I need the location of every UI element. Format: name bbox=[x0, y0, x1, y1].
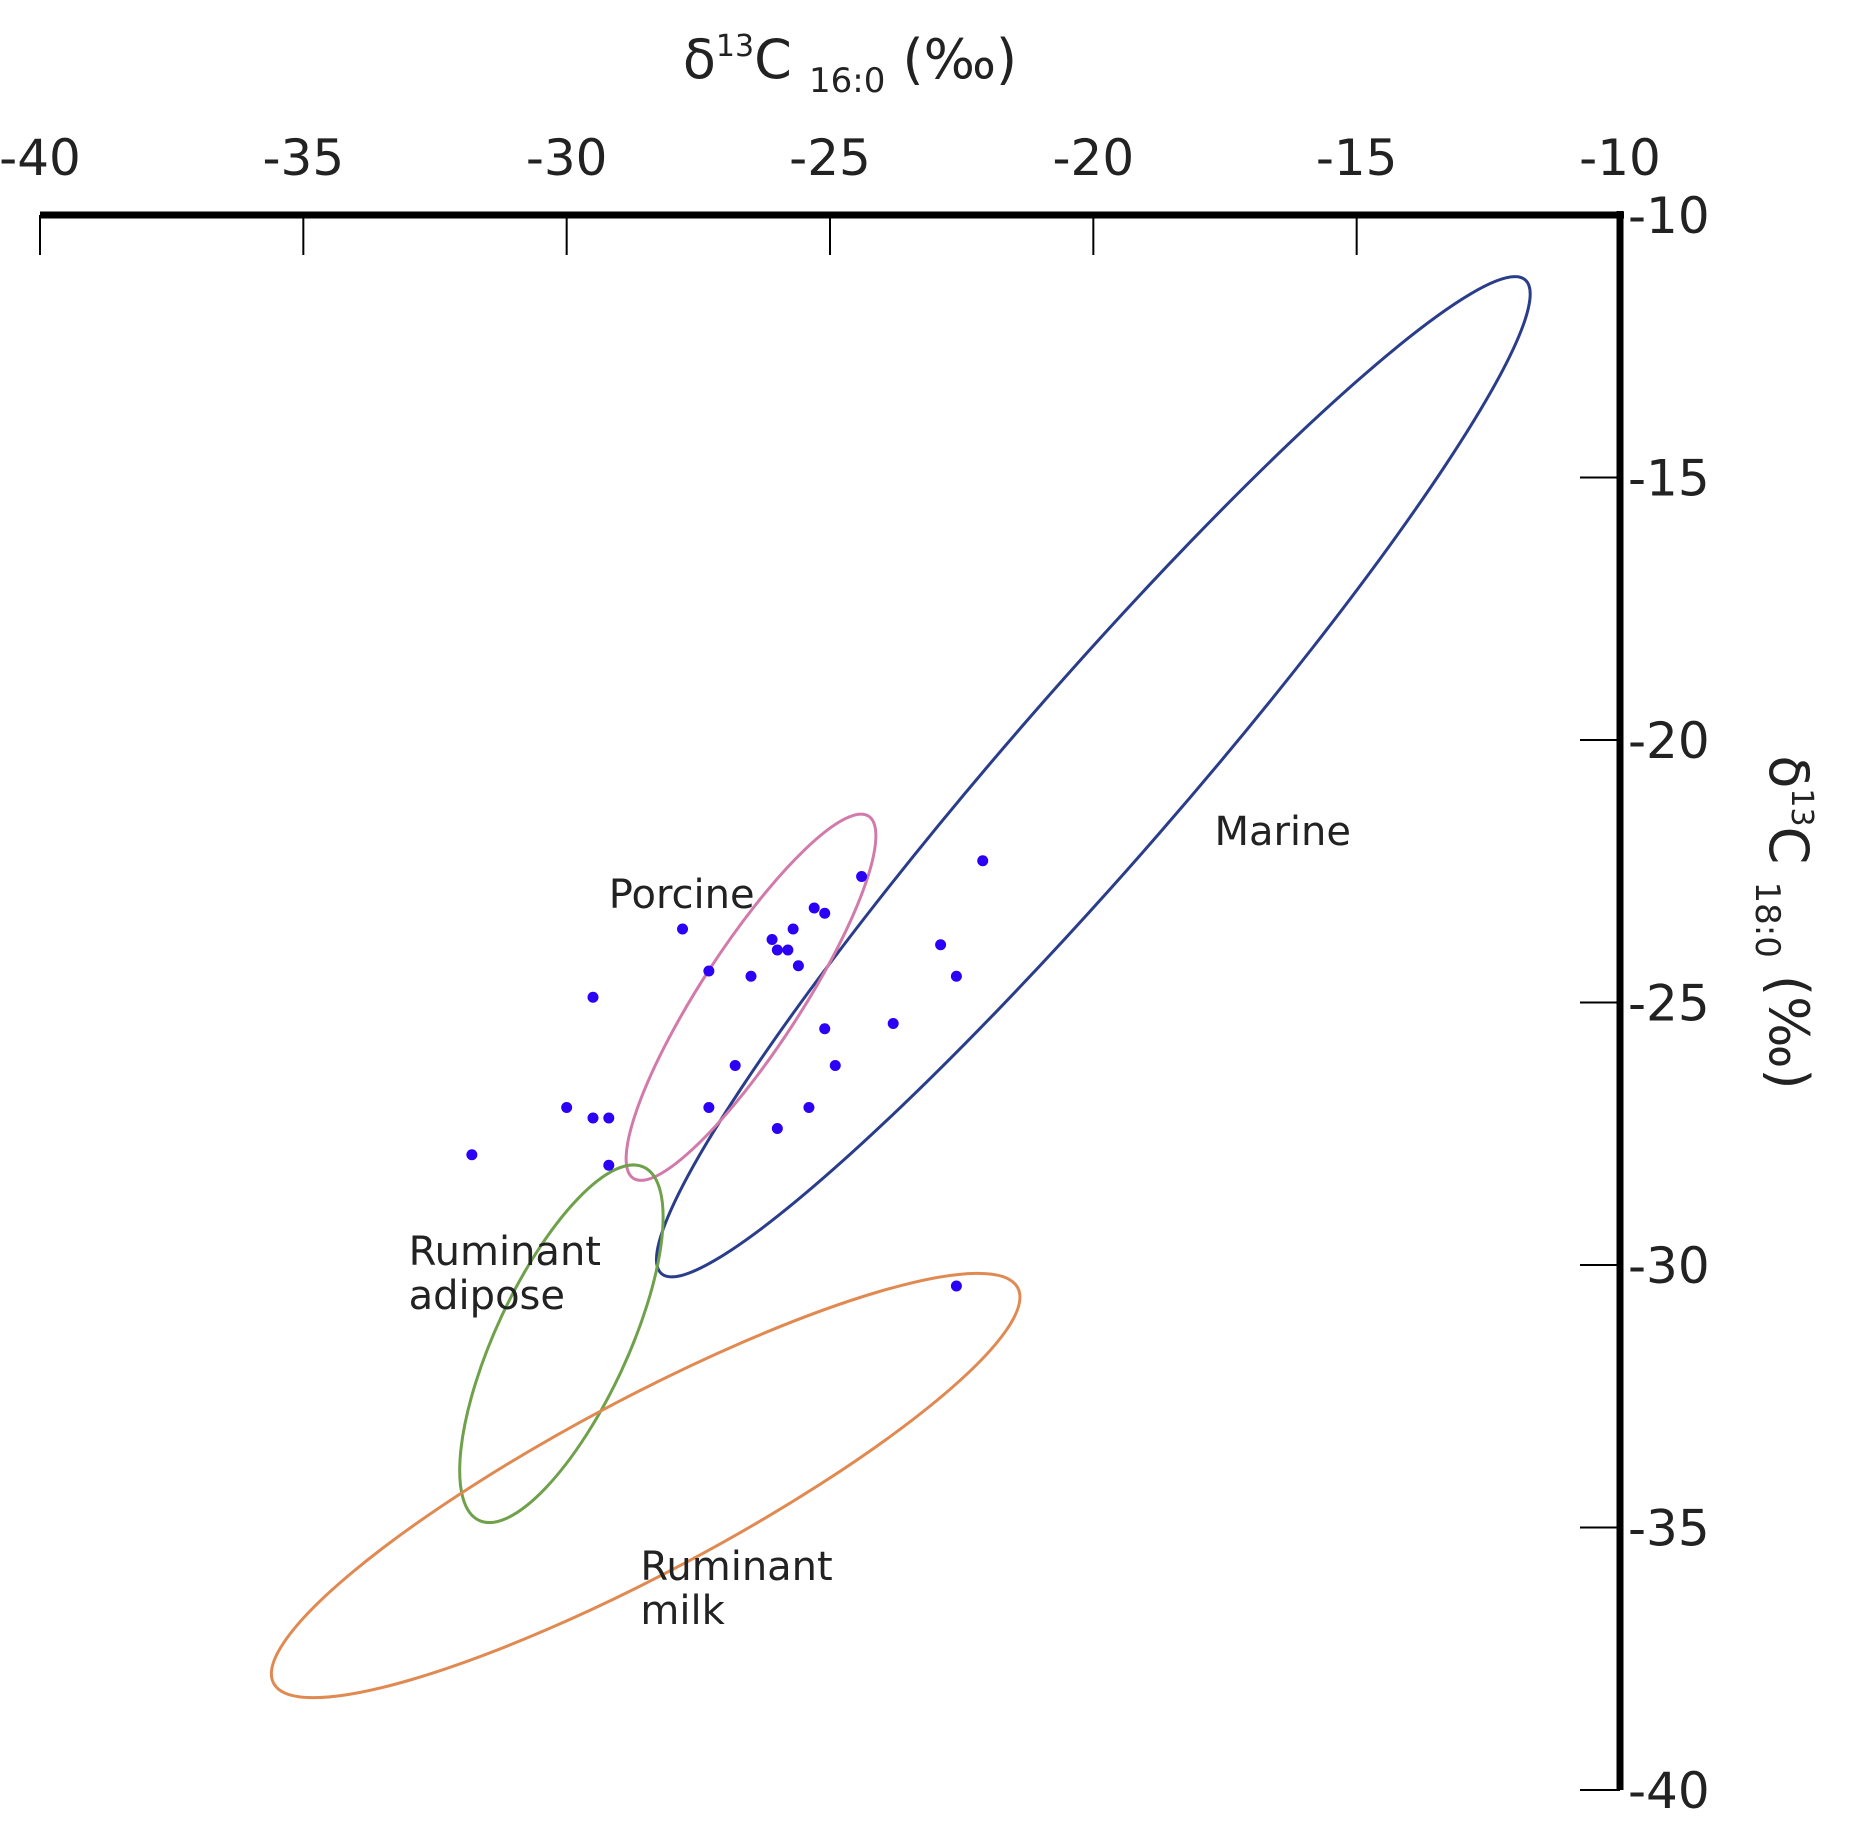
ruminant-adipose-ellipse bbox=[458, 1163, 665, 1525]
data-point bbox=[745, 970, 757, 982]
x-tick-label: -40 bbox=[0, 129, 81, 187]
y-tick-label: -35 bbox=[1628, 1500, 1710, 1558]
data-point bbox=[782, 944, 794, 956]
y-tick-label: -15 bbox=[1628, 450, 1710, 508]
data-point bbox=[808, 902, 820, 914]
x-tick-label: -10 bbox=[1579, 129, 1661, 187]
y-axis-title: δ13C 18:0 (‰) bbox=[1747, 755, 1820, 1089]
data-point bbox=[829, 1060, 841, 1071]
data-point bbox=[819, 907, 831, 919]
data-point bbox=[703, 1102, 715, 1113]
data-point bbox=[771, 944, 783, 956]
data-point bbox=[603, 1112, 615, 1124]
data-point bbox=[587, 991, 599, 1003]
data-point bbox=[766, 934, 778, 945]
y-tick-label: -10 bbox=[1628, 187, 1710, 245]
ruminant-milk-label: Ruminant milk bbox=[640, 1544, 832, 1634]
x-tick-label: -20 bbox=[1052, 129, 1134, 187]
data-point bbox=[950, 1280, 962, 1292]
data-point bbox=[856, 871, 868, 882]
marine-label: Marine bbox=[1214, 809, 1351, 855]
data-point bbox=[677, 923, 689, 935]
data-point bbox=[950, 970, 962, 982]
data-point bbox=[977, 855, 989, 867]
y-axis-ticks: -10 -15 -20 -25 -30 -35 -40 bbox=[1580, 187, 1710, 1820]
data-point bbox=[819, 1023, 831, 1035]
data-point bbox=[771, 1123, 783, 1134]
data-point bbox=[887, 1018, 899, 1029]
data-point bbox=[587, 1112, 599, 1124]
reference-ellipses bbox=[269, 275, 1532, 1700]
x-tick-label: -35 bbox=[262, 129, 344, 187]
ruminant-milk-ellipse bbox=[269, 1271, 1022, 1700]
x-axis-ticks: -40 -35 -30 -25 -20 -15 -10 bbox=[0, 129, 1661, 255]
y-tick-label: -25 bbox=[1628, 975, 1710, 1033]
marine-ellipse bbox=[654, 275, 1532, 1279]
porcine-label: Porcine bbox=[609, 872, 755, 918]
data-point bbox=[703, 965, 715, 977]
y-tick-label: -40 bbox=[1628, 1762, 1710, 1820]
x-axis-title: δ13C 16:0 (‰) bbox=[683, 28, 1017, 101]
ruminant-adipose-label: Ruminant adipose bbox=[409, 1229, 601, 1319]
data-point bbox=[561, 1102, 573, 1113]
x-tick-label: -15 bbox=[1316, 129, 1398, 187]
y-tick-label: -20 bbox=[1628, 712, 1710, 770]
data-point bbox=[935, 939, 947, 951]
data-point bbox=[787, 923, 799, 935]
data-points bbox=[466, 855, 989, 1292]
data-point bbox=[729, 1060, 741, 1071]
reference-region-labels: Marine Porcine Ruminant adipose Ruminant milk bbox=[409, 809, 1351, 1634]
data-point bbox=[792, 960, 804, 972]
y-tick-label: -30 bbox=[1628, 1237, 1710, 1295]
data-point bbox=[603, 1159, 615, 1171]
data-point bbox=[803, 1102, 815, 1113]
x-tick-label: -30 bbox=[526, 129, 608, 187]
x-tick-label: -25 bbox=[789, 129, 871, 187]
data-point bbox=[466, 1149, 478, 1161]
